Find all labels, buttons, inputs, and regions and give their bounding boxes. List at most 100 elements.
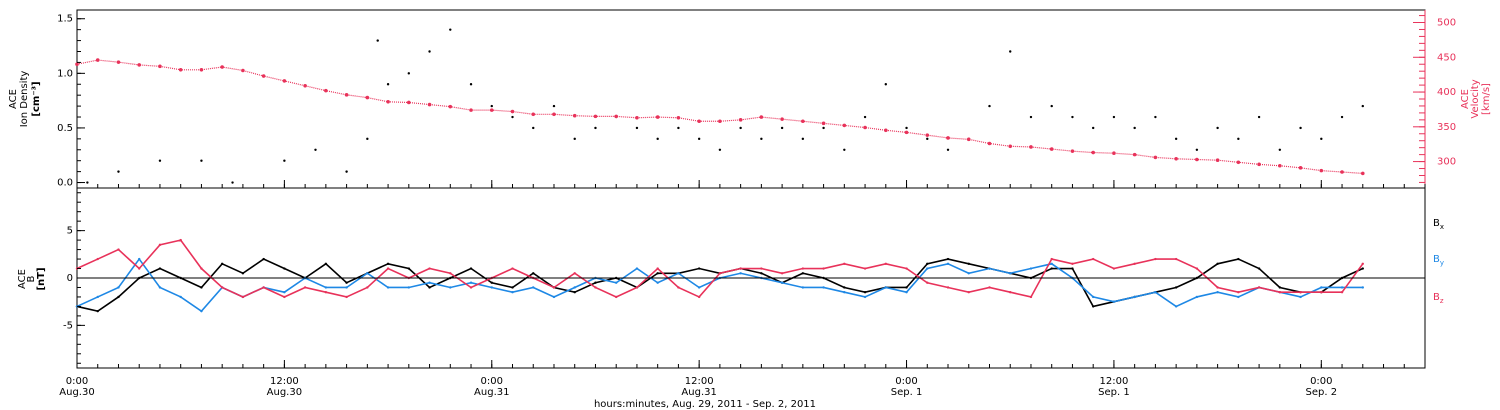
field-point-bz	[1299, 291, 1302, 294]
field-point-by	[822, 286, 825, 289]
density-point	[1133, 126, 1136, 130]
density-point	[801, 137, 805, 141]
field-point-bz	[967, 291, 970, 294]
density-point	[449, 28, 452, 31]
density-point	[1071, 115, 1074, 119]
field-point-by	[158, 286, 162, 289]
density-point	[1278, 148, 1282, 151]
field-point-by	[532, 286, 535, 289]
velocity-label-line-3: [km/s]	[1481, 83, 1492, 115]
density-point	[469, 83, 473, 86]
field-axis-label: ACE B [nT]	[17, 267, 47, 290]
field-point-bx	[926, 262, 929, 265]
field-point-by	[926, 267, 929, 270]
velocity-point	[344, 93, 349, 97]
field-point-bz	[1091, 257, 1095, 261]
density-point	[532, 126, 535, 130]
field-point-bz	[117, 248, 120, 251]
field-point-bz	[884, 262, 887, 265]
field-point-bx	[760, 272, 763, 275]
date-tick-label: Sep. 1	[1098, 387, 1130, 398]
field-point-by	[946, 262, 950, 265]
field-point-bz	[1154, 257, 1157, 261]
field-point-bz	[1257, 286, 1261, 289]
field-point-bz	[1216, 286, 1219, 289]
field-point-by	[1133, 295, 1136, 299]
velocity-point	[1360, 171, 1365, 176]
time-tick-label: 12:00	[685, 376, 714, 387]
density-point	[1029, 115, 1033, 119]
density-point	[376, 39, 379, 42]
density-point	[573, 137, 576, 141]
field-point-by	[200, 309, 203, 313]
field-tick-label: 0	[67, 273, 73, 284]
field-point-by	[967, 272, 970, 275]
field-point-bx	[1257, 267, 1261, 270]
density-point	[863, 115, 867, 119]
field-point-bx	[386, 262, 390, 265]
velocity-label-line-2: Velocity	[1470, 79, 1481, 118]
field-point-by	[386, 286, 390, 289]
field-point-bz	[241, 295, 245, 299]
legend-by: By	[1433, 254, 1444, 267]
velocity-tick-label: 350	[1437, 122, 1456, 133]
field-point-bz	[1009, 291, 1012, 294]
velocity-point	[966, 137, 971, 142]
field-point-bz	[801, 267, 805, 270]
time-tick-label: 0:00	[1310, 376, 1332, 387]
date-tick-label: Aug.30	[267, 387, 302, 398]
field-point-by	[1195, 295, 1199, 299]
legend-bz-sub: z	[1440, 297, 1444, 305]
field-point-bz	[780, 272, 784, 275]
density-tick-label: 0.5	[57, 123, 73, 134]
field-point-bz	[1320, 291, 1323, 294]
field-point-bz	[303, 286, 307, 289]
density-point	[407, 72, 411, 75]
density-point	[946, 148, 950, 151]
velocity-point	[676, 115, 681, 120]
legend-bx: Bx	[1433, 218, 1444, 231]
field-point-bz	[96, 257, 99, 261]
field-point-bz	[843, 262, 846, 265]
field-point-by	[905, 291, 908, 294]
velocity-point	[1008, 144, 1013, 149]
field-point-bx	[801, 272, 805, 275]
density-point	[988, 104, 991, 108]
field-legend: Bx By Bz	[1433, 218, 1444, 305]
field-point-bz	[428, 267, 431, 270]
density-point	[1299, 126, 1302, 130]
density-point	[822, 126, 825, 130]
field-point-by	[1237, 295, 1240, 299]
density-point	[780, 126, 784, 130]
field-point-bz	[366, 286, 369, 289]
field-point-by	[345, 286, 348, 289]
field-point-bz	[1340, 291, 1344, 294]
velocity-point	[1153, 155, 1158, 160]
field-point-by	[179, 295, 182, 299]
density-tick-label: 1.5	[57, 14, 73, 25]
velocity-point	[780, 117, 784, 121]
date-tick-label: Aug.31	[474, 387, 509, 398]
field-point-bz	[449, 272, 452, 275]
velocity-tick-label: 300	[1437, 157, 1456, 168]
velocity-tick-label: 450	[1437, 52, 1456, 63]
field-point-bz	[262, 286, 265, 289]
field-point-bz	[469, 286, 473, 289]
velocity-point	[199, 67, 204, 72]
density-point	[283, 159, 286, 162]
field-point-bz	[739, 267, 742, 270]
field-point-bz	[946, 286, 950, 289]
field-point-by	[324, 286, 328, 289]
density-point	[231, 181, 234, 184]
field-point-bz	[594, 286, 597, 289]
density-label-line-2: Ion Density	[19, 71, 30, 128]
field-point-bz	[926, 281, 929, 284]
field-point-bx	[117, 295, 120, 299]
field-point-bx	[96, 309, 99, 313]
velocity-point	[95, 58, 100, 62]
field-point-by	[1320, 286, 1323, 289]
field-point-bx	[1091, 305, 1095, 308]
density-point	[905, 126, 908, 130]
density-point	[760, 137, 763, 141]
field-point-by	[615, 281, 618, 284]
